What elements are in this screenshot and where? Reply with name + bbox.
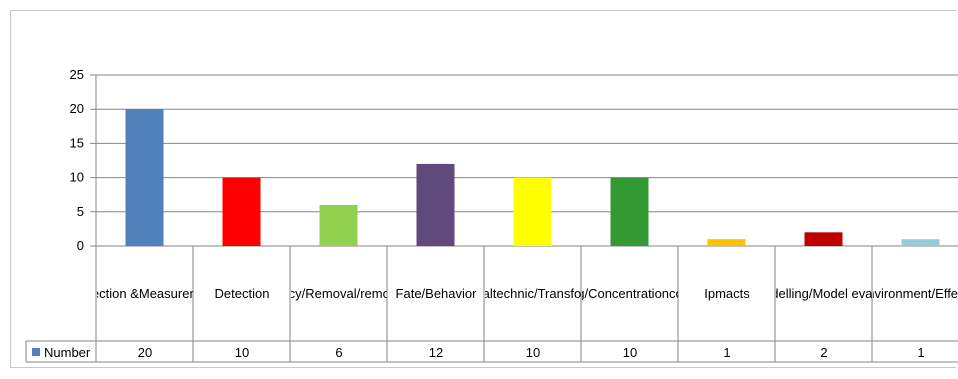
data-table-value: 10: [234, 344, 250, 360]
bar: [610, 177, 649, 246]
bar: [513, 177, 552, 246]
x-category-label: Removalefficiency/Removal/removalimprove…: [291, 286, 387, 301]
y-tick-label: 15: [70, 135, 84, 150]
data-table-value: 20: [137, 344, 153, 360]
bar: [707, 239, 746, 246]
x-category-label: Removaltechnic/Transformation: [485, 286, 581, 301]
x-category-label: Measuring/Concentrationcomparison: [582, 286, 678, 301]
bar: [319, 204, 358, 246]
legend-label: Number: [44, 344, 91, 360]
data-table-value: 1: [917, 344, 925, 360]
y-tick-label: 20: [70, 101, 84, 116]
x-category-label: Detection: [214, 286, 270, 301]
x-category-label: Fate/Behavior: [395, 286, 477, 301]
bar: [125, 109, 164, 246]
bar: [416, 163, 455, 246]
bar: [901, 239, 940, 246]
data-table-value: 1: [723, 344, 731, 360]
x-category-label: Entringhormon toenvironment/Effect ofrec…: [873, 286, 958, 301]
bar: [804, 232, 843, 246]
x-category-label: Ipmacts: [704, 286, 750, 301]
data-table-value: 10: [622, 344, 638, 360]
y-tick-label: 10: [70, 170, 84, 185]
legend-key: Number: [27, 342, 96, 362]
y-tick-label: 25: [70, 67, 84, 82]
data-table-value: 2: [820, 344, 828, 360]
data-table-value: 12: [428, 344, 444, 360]
x-category-label: Detection &Measurement: [97, 286, 193, 301]
legend-swatch: [32, 348, 40, 356]
data-table-value: 6: [335, 344, 343, 360]
chart-area: [10, 10, 956, 368]
data-table-value: 10: [525, 344, 541, 360]
y-tick-label: 0: [77, 238, 84, 253]
y-tick-label: 5: [77, 204, 84, 219]
bar: [222, 177, 261, 246]
